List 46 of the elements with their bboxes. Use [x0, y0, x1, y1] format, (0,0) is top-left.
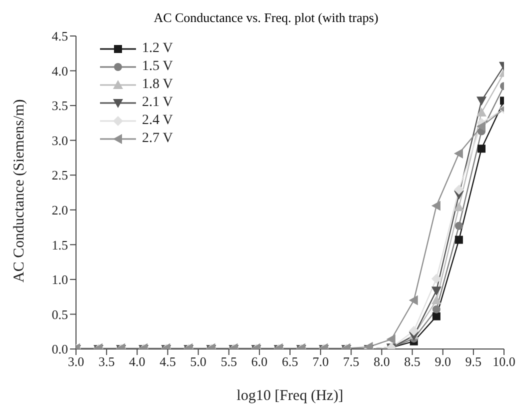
point	[431, 274, 442, 284]
x-tick-label: 3.0	[68, 354, 84, 370]
point	[454, 148, 463, 159]
x-axis-title: log10 [Freq (Hz)]	[236, 388, 344, 404]
point	[476, 121, 486, 132]
y-tick-label: 0.0	[52, 342, 68, 357]
y-tick-label: 4.5	[52, 28, 68, 44]
point	[478, 144, 486, 153]
x-tick-label: 7.0	[312, 354, 329, 370]
x-tick-label: 5.5	[220, 354, 237, 370]
y-tick-label: 3.0	[52, 132, 68, 148]
x-tick-label: 6.5	[282, 354, 298, 370]
point	[454, 222, 463, 230]
y-tick-label: 1.5	[52, 237, 68, 252]
y-tick-label: 4.0	[52, 63, 68, 78]
x-tick-label: 8.5	[404, 354, 420, 370]
point	[476, 108, 486, 117]
point	[454, 184, 464, 195]
x-tick-label: 6.0	[251, 354, 268, 370]
legend-label: 1.8 V	[142, 77, 173, 93]
x-tick-label: 8.0	[374, 354, 390, 370]
legend-label: 2.4 V	[142, 113, 173, 129]
y-tick-label: 2.5	[52, 168, 68, 183]
legend-label: 1.2 V	[142, 41, 173, 57]
legend-label: 1.5 V	[142, 59, 173, 75]
x-tick-label: 3.5	[98, 354, 115, 370]
point	[454, 236, 463, 244]
y-tick-label: 1.0	[52, 272, 68, 288]
chart-title: AC Conductance vs. Freq. plot (with traps)	[152, 9, 380, 27]
x-tick-label: 7.5	[343, 354, 360, 370]
x-tick-label: 4.5	[160, 354, 176, 370]
legend-label: 2.7 V	[142, 131, 173, 147]
y-tick-label: 2.0	[52, 202, 68, 218]
y-axis-title: AC Conductance (Siemens/m)	[11, 99, 28, 282]
x-tick-label: 9.5	[465, 354, 482, 370]
x-tick-label: 5.0	[190, 354, 206, 370]
point	[431, 200, 440, 211]
y-tick-label: 3.5	[52, 98, 68, 114]
point	[476, 96, 486, 106]
point	[431, 295, 442, 304]
y-tick-label: 0.5	[52, 306, 68, 322]
point	[454, 202, 464, 212]
x-tick-label: 9.0	[434, 354, 451, 370]
x-tick-label: 10.0	[492, 354, 516, 370]
x-tick-label: 4.0	[129, 354, 146, 370]
legend-label: 2.1 V	[142, 95, 173, 111]
